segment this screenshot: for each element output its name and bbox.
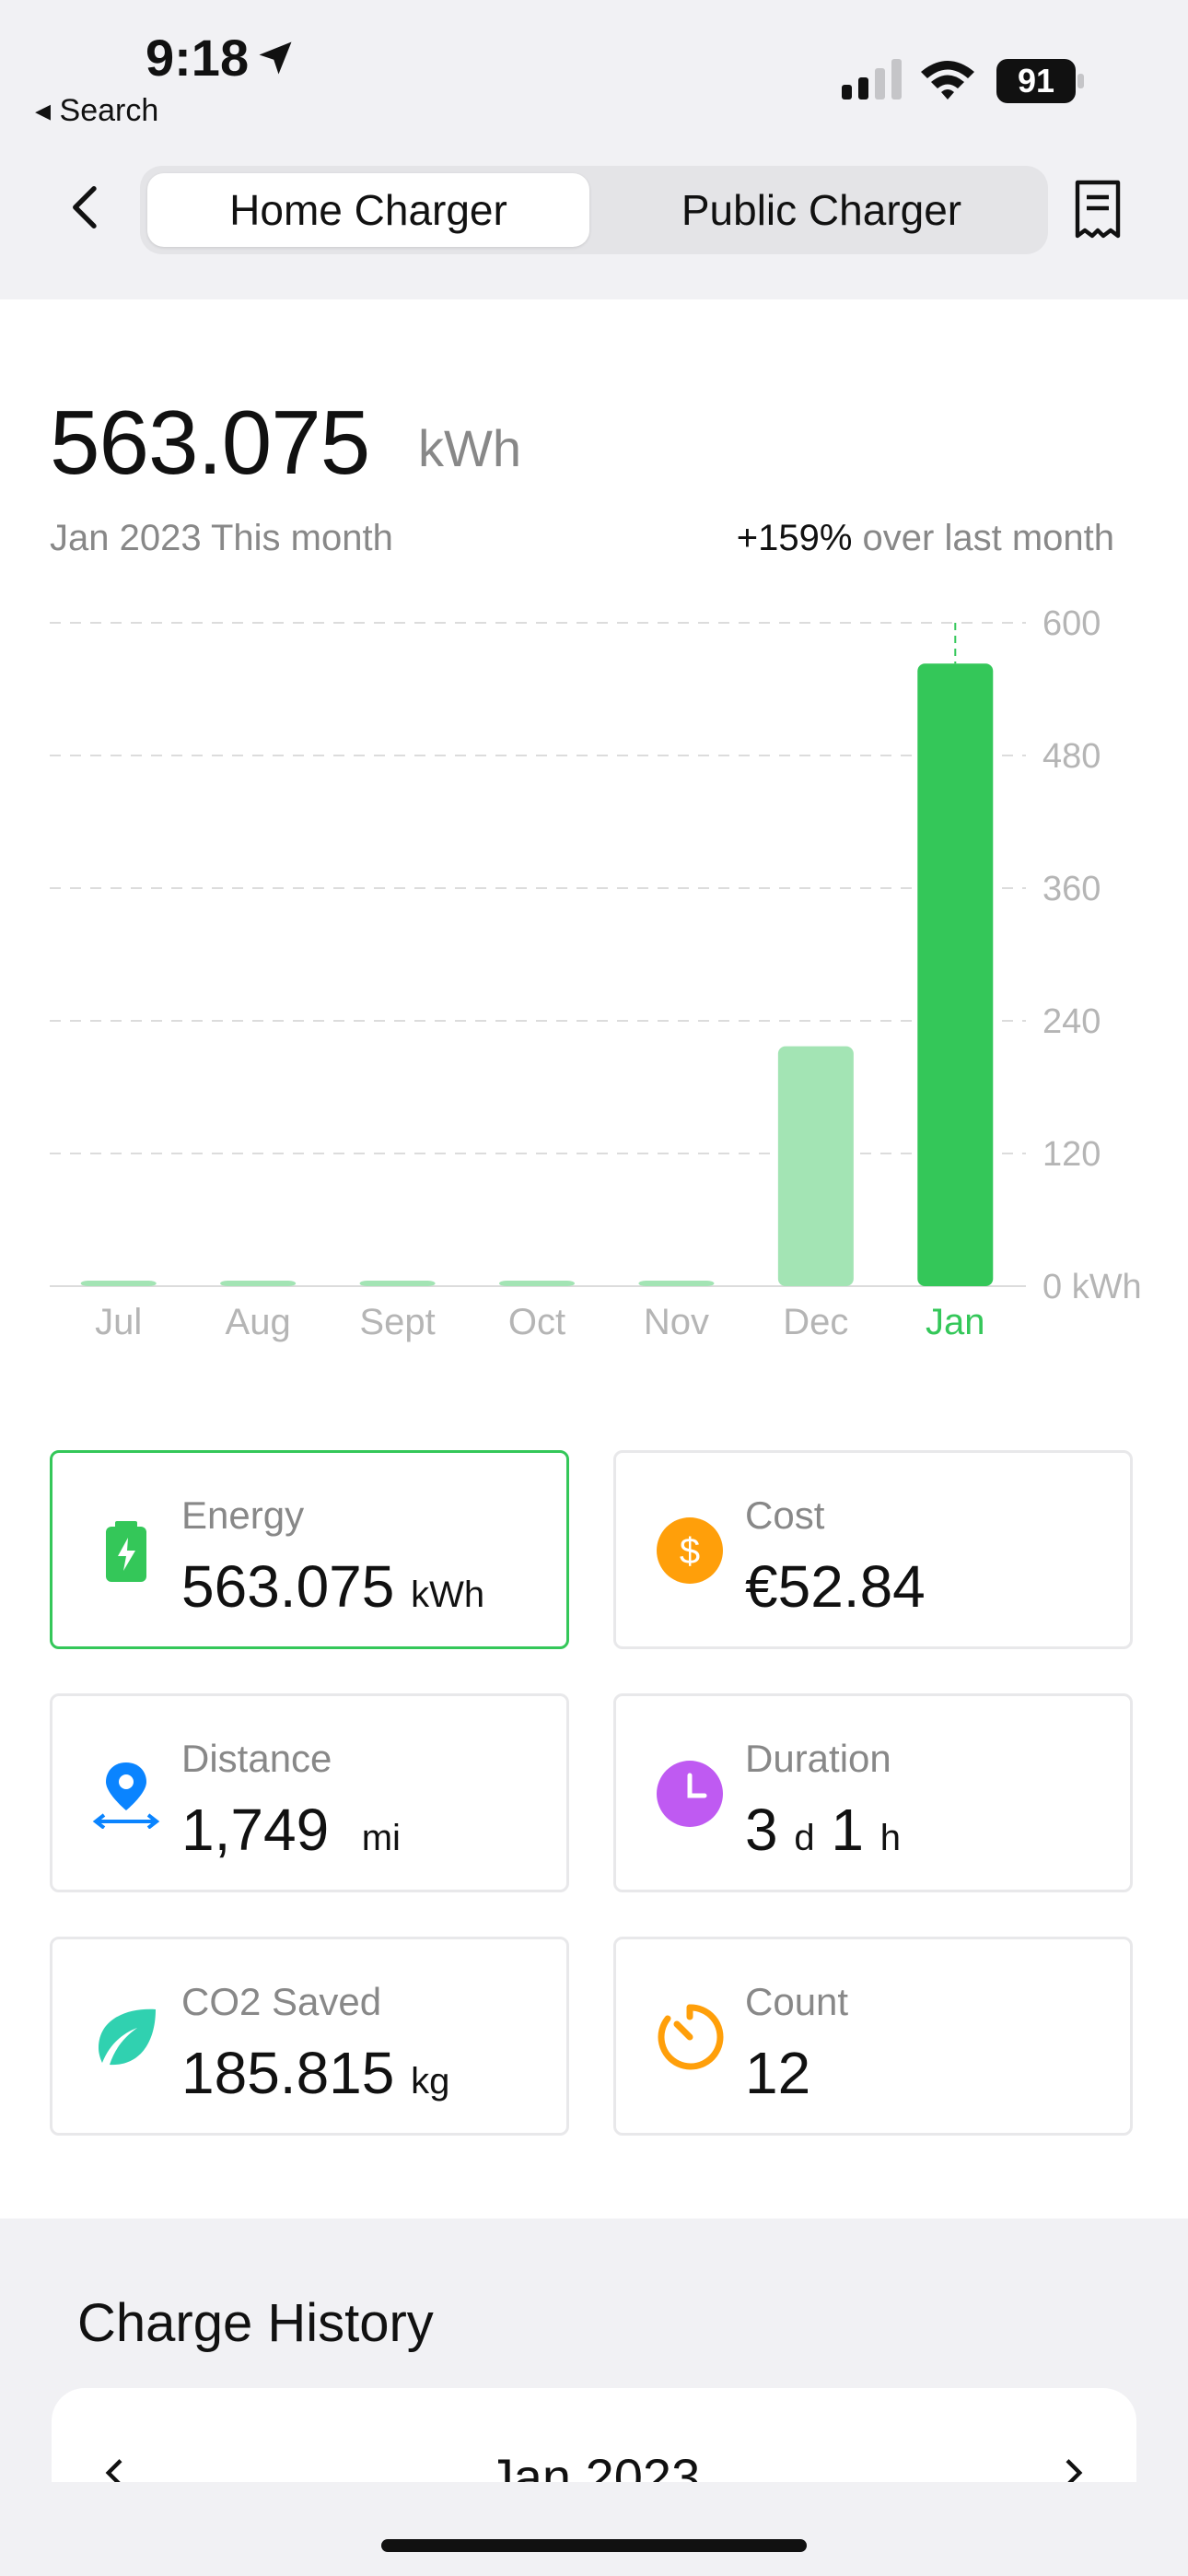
change-text: over last month xyxy=(852,518,1114,558)
location-distance-icon xyxy=(92,1762,160,1829)
receipt-icon[interactable] xyxy=(1072,179,1124,240)
stat-value: 12 xyxy=(745,2040,811,2106)
location-arrow-icon xyxy=(259,41,292,75)
y-tick-label: 120 xyxy=(1042,1135,1101,1174)
x-tick-label: Aug xyxy=(226,1302,291,1342)
stat-label: Distance xyxy=(181,1737,332,1780)
charge-history-title: Charge History xyxy=(77,2293,434,2353)
battery-charging-icon xyxy=(106,1521,146,1582)
tab-public-charger[interactable]: Public Charger xyxy=(681,186,962,234)
home-indicator xyxy=(381,2539,807,2552)
stat-card-energy[interactable]: Energy 563.075 kWh xyxy=(50,1450,569,1649)
y-tick-label: 360 xyxy=(1042,870,1101,908)
change-percent: +159% xyxy=(736,518,853,558)
bar-aug xyxy=(220,1281,297,1286)
stat-card-co2[interactable]: CO2 Saved 185.815 kg xyxy=(50,1937,569,2136)
x-tick-label: Dec xyxy=(783,1302,848,1342)
charger-segmented-control: Home Charger Public Charger xyxy=(140,166,1048,254)
stat-value: 563.075 kWh xyxy=(181,1553,485,1620)
back-chevron-icon[interactable] xyxy=(61,182,111,232)
x-tick-label: Nov xyxy=(644,1302,709,1342)
stat-value: 1,749 mi xyxy=(181,1797,401,1863)
stat-card-count[interactable]: Count 12 xyxy=(613,1937,1133,2136)
stat-label: Duration xyxy=(745,1737,891,1780)
bar-sept xyxy=(359,1281,436,1286)
next-month-chevron-icon[interactable] xyxy=(1054,2454,1090,2482)
tab-home-charger[interactable]: Home Charger xyxy=(229,186,507,234)
stat-value: 3 d 1 h xyxy=(745,1797,902,1863)
y-tick-label: 480 xyxy=(1042,737,1101,776)
y-tick-label: 600 xyxy=(1042,604,1101,643)
period-label: Jan 2023 This month xyxy=(50,518,393,558)
dollar-icon: $ xyxy=(657,1517,723,1584)
y-tick-label: 0 kWh xyxy=(1042,1268,1142,1306)
stat-label: Count xyxy=(745,1980,849,2023)
x-tick-label: Jul xyxy=(95,1302,142,1342)
svg-text:$: $ xyxy=(680,1531,700,1572)
stat-card-cost[interactable]: $ Cost €52.84 xyxy=(613,1450,1133,1649)
y-tick-label: 240 xyxy=(1042,1002,1101,1041)
stat-label: Energy xyxy=(181,1493,305,1537)
stat-card-duration[interactable]: Duration 3 d 1 h xyxy=(613,1693,1133,1892)
battery-level: 91 xyxy=(1017,62,1055,100)
x-tick-label: Sept xyxy=(359,1302,435,1342)
segment-highlight xyxy=(147,173,589,247)
bar-jul xyxy=(80,1281,157,1286)
stat-value: 185.815 kg xyxy=(181,2040,450,2106)
battery-icon xyxy=(996,59,1084,103)
leaf-icon xyxy=(99,2008,156,2066)
wifi-icon xyxy=(921,61,974,100)
timer-icon xyxy=(658,2004,724,2070)
stat-card-distance[interactable]: Distance 1,749 mi xyxy=(50,1693,569,1892)
bar-nov xyxy=(638,1281,715,1286)
change-label: +159% over last month xyxy=(737,518,1114,559)
stat-label: CO2 Saved xyxy=(181,1980,382,2023)
prev-month-chevron-icon[interactable] xyxy=(98,2454,134,2482)
status-time: 9:18 xyxy=(146,29,250,87)
stat-label: Cost xyxy=(745,1493,825,1537)
history-month-card: Jan 2023 xyxy=(52,2388,1136,2482)
total-energy-value: 563.075 xyxy=(50,392,370,493)
monthly-energy-chart: 600 480 360 240 120 0 kWh Jul Aug Sept Oct Nov Dec J… xyxy=(50,604,1142,1342)
stat-value: €52.84 xyxy=(745,1553,926,1620)
cellular-signal-icon xyxy=(842,59,902,100)
history-month-label: Jan 2023 xyxy=(487,2448,701,2482)
x-tick-label: Oct xyxy=(508,1302,565,1342)
bar-dec xyxy=(777,1046,854,1286)
x-tick-label: Jan xyxy=(926,1302,985,1342)
total-energy-unit: kWh xyxy=(418,419,521,477)
clock-icon xyxy=(657,1761,723,1827)
bar-oct xyxy=(499,1281,575,1286)
back-to-search[interactable]: ◂ Search xyxy=(35,93,159,128)
bar-jan xyxy=(917,663,994,1286)
